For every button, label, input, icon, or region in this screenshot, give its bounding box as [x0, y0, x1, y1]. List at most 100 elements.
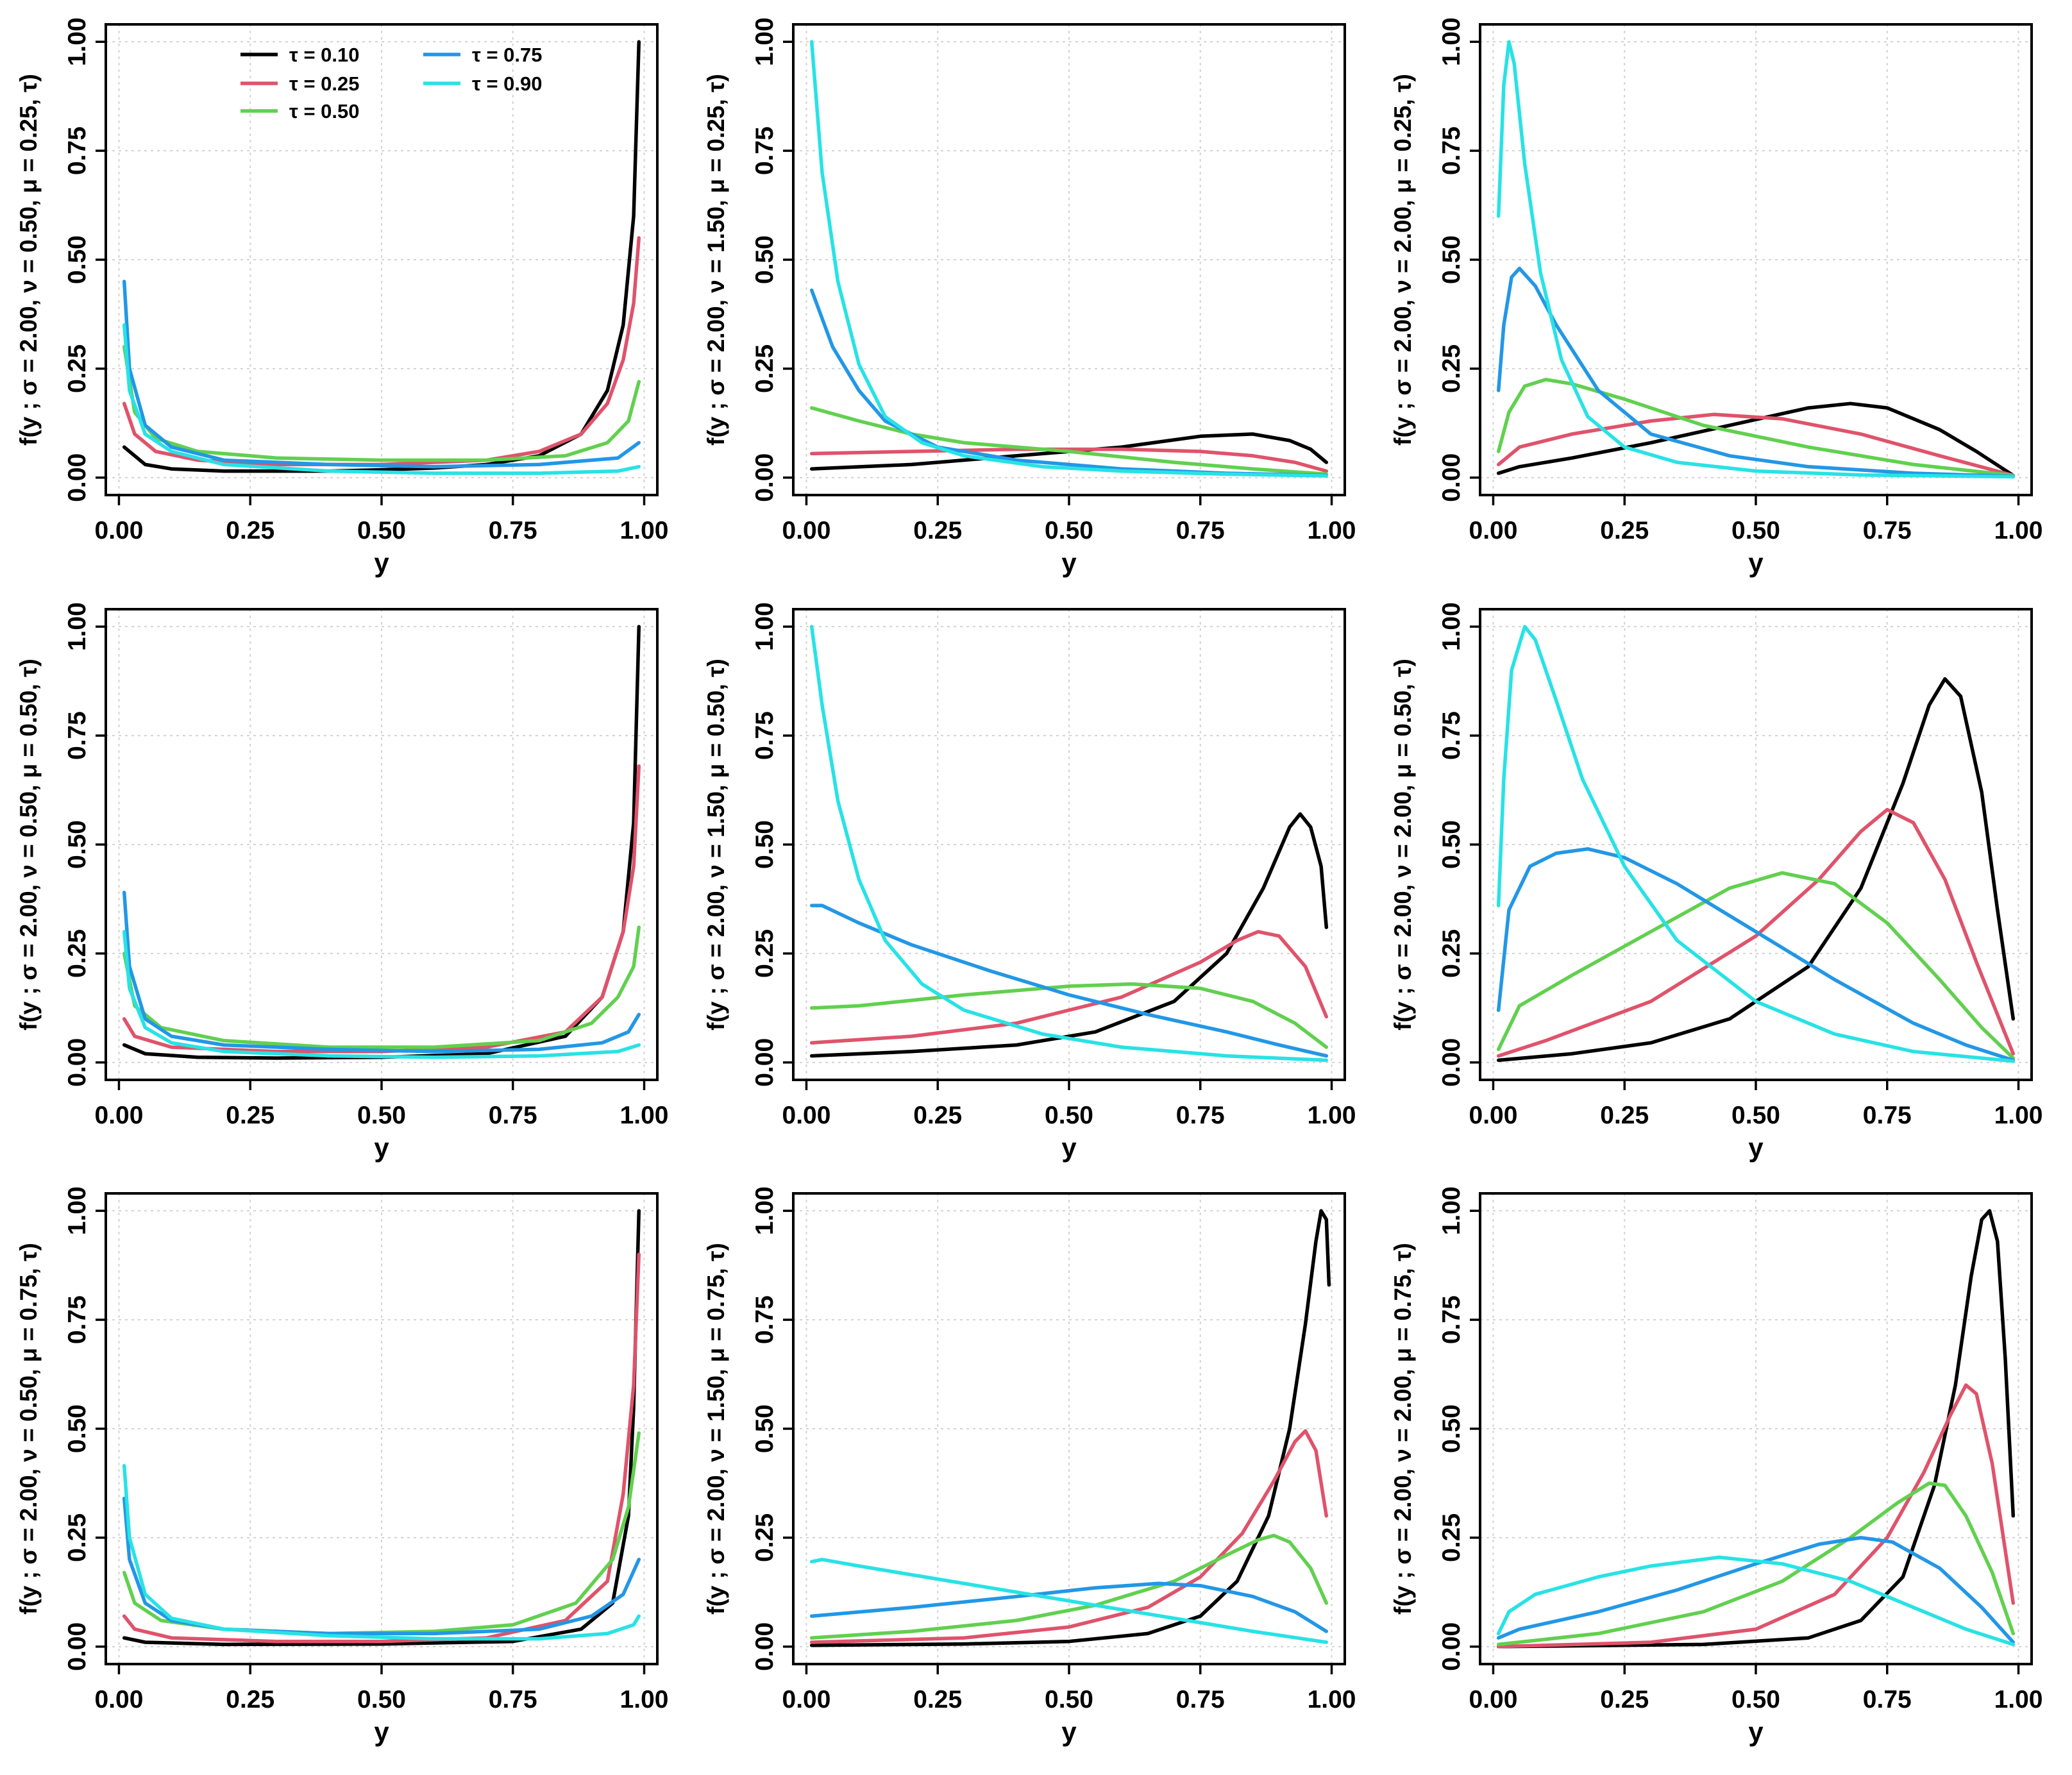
legend-entry: τ = 0.75 — [472, 44, 543, 66]
series-line-tau-0.50 — [1496, 871, 2016, 1060]
y-axis-label: f(y ; σ = 2.00, ν = 0.50, μ = 0.75, τ) — [15, 1243, 42, 1615]
series-line-tau-0.90 — [1496, 1555, 2016, 1647]
y-tick-label: 0.25 — [63, 1513, 91, 1562]
series-line-tau-0.10 — [809, 1209, 1331, 1647]
y-tick-label: 1.00 — [1438, 1186, 1465, 1235]
series-line-tau-0.90 — [1496, 625, 2016, 1063]
x-tick-label: 0.75 — [489, 517, 537, 544]
y-tick-label: 0.25 — [751, 929, 779, 978]
y-tick-label: 0.50 — [751, 235, 779, 284]
series-line-tau-0.10 — [1496, 677, 2016, 1063]
panel-1: 0.00 0.25 0.50 0.75 1.00 0.00 0.25 0.50 0.75 1.00… — [15, 17, 668, 578]
x-tick-label: 0.50 — [1731, 517, 1780, 544]
series-line-tau-0.10 — [809, 432, 1329, 471]
x-tick-label: 0.75 — [1176, 1686, 1225, 1713]
panel-4: 0.00 0.25 0.50 0.75 1.00 0.00 0.25 0.50 0.75 1.00… — [15, 602, 668, 1163]
x-tick-label: 1.00 — [1308, 1686, 1356, 1713]
x-tick-label: 0.75 — [1176, 1102, 1225, 1129]
y-tick-label: 1.00 — [1438, 602, 1465, 651]
series-line-tau-0.90 — [809, 1558, 1329, 1644]
y-tick-label: 0.50 — [1438, 1404, 1465, 1453]
x-tick-label: 0.25 — [913, 1102, 962, 1129]
y-tick-label: 0.25 — [63, 929, 91, 978]
y-tick-label: 0.00 — [751, 1622, 779, 1671]
y-tick-label: 0.75 — [63, 126, 91, 175]
y-tick-label: 0.00 — [1438, 1622, 1465, 1671]
y-axis-label: f(y ; σ = 2.00, ν = 2.00, μ = 0.25, τ) — [1390, 74, 1416, 446]
y-tick-label: 1.00 — [63, 602, 91, 651]
series-line-tau-0.50 — [122, 1431, 641, 1636]
x-tick-label: 1.00 — [1994, 1102, 2043, 1129]
y-tick-label: 1.00 — [751, 17, 779, 66]
series-line-tau-0.90 — [122, 1464, 641, 1641]
x-tick-label: 0.50 — [1045, 517, 1093, 544]
series-line-tau-0.10 — [1496, 1209, 2016, 1649]
x-tick-label: 0.25 — [226, 1686, 274, 1713]
y-tick-label: 1.00 — [63, 17, 91, 66]
x-tick-label: 0.00 — [782, 517, 831, 544]
x-tick-label: 0.75 — [1863, 1686, 1912, 1713]
x-tick-label: 1.00 — [620, 517, 669, 544]
y-tick-label: 0.25 — [751, 344, 779, 393]
x-tick-label: 0.50 — [357, 517, 406, 544]
y-tick-label: 0.00 — [63, 1038, 91, 1087]
y-tick-label: 0.75 — [751, 1295, 779, 1344]
y-tick-label: 0.75 — [1438, 711, 1465, 760]
x-tick-label: 0.25 — [1600, 1102, 1649, 1129]
x-tick-label: 0.00 — [1469, 1686, 1518, 1713]
y-tick-label: 0.75 — [63, 711, 91, 760]
legend-entry: τ = 0.10 — [289, 44, 360, 66]
series-line-tau-0.10 — [1496, 401, 2016, 478]
series-line-tau-0.10 — [809, 812, 1329, 1058]
series-line-tau-0.50 — [809, 982, 1329, 1049]
y-tick-label: 0.75 — [751, 711, 779, 760]
series-line-tau-0.50 — [1496, 1481, 2016, 1647]
x-tick-label: 1.00 — [1308, 517, 1356, 544]
series-line-tau-0.90 — [122, 323, 641, 475]
y-tick-label: 0.00 — [63, 1622, 91, 1671]
y-tick-label: 1.00 — [63, 1186, 91, 1235]
y-tick-label: 0.75 — [1438, 126, 1465, 175]
y-tick-label: 0.25 — [1438, 929, 1465, 978]
series-line-tau-0.75 — [809, 904, 1329, 1058]
y-tick-label: 0.75 — [1438, 1295, 1465, 1344]
y-tick-label: 1.00 — [1438, 17, 1465, 66]
panel-2: 0.00 0.25 0.50 0.75 1.00 0.00 0.25 0.50 0.75 1.00… — [703, 17, 1356, 578]
x-tick-label: 0.50 — [357, 1102, 406, 1129]
x-axis-label: y — [1061, 548, 1077, 578]
x-tick-label: 0.75 — [1176, 517, 1225, 544]
series-line-tau-0.25 — [809, 1429, 1329, 1644]
y-tick-label: 0.50 — [63, 235, 91, 284]
x-axis-label: y — [1061, 1132, 1077, 1163]
series-line-tau-0.75 — [809, 1581, 1329, 1633]
x-axis-label: y — [374, 1132, 389, 1163]
x-tick-label: 0.75 — [1863, 1102, 1912, 1129]
panel-5: 0.00 0.25 0.50 0.75 1.00 0.00 0.25 0.50 0.75 1.00… — [703, 602, 1356, 1163]
series-line-tau-0.10 — [122, 1209, 641, 1647]
y-axis-label: f(y ; σ = 2.00, ν = 0.50, μ = 0.25, τ) — [15, 74, 42, 446]
x-axis-label: y — [1748, 1717, 1764, 1747]
x-axis-label: y — [1748, 1132, 1764, 1163]
series-line-tau-0.25 — [1496, 412, 2016, 478]
panel-9: 0.00 0.25 0.50 0.75 1.00 0.00 0.25 0.50 0.75 1.00… — [1390, 1186, 2043, 1747]
y-tick-label: 0.00 — [1438, 1038, 1465, 1087]
panel-3: 0.00 0.25 0.50 0.75 1.00 0.00 0.25 0.50 0.75 1.00… — [1390, 17, 2043, 578]
x-tick-label: 0.00 — [1469, 517, 1518, 544]
x-tick-label: 0.00 — [95, 1102, 144, 1129]
legend-entry: τ = 0.50 — [289, 100, 360, 122]
x-tick-label: 0.25 — [226, 1102, 274, 1129]
series-line-tau-0.90 — [1496, 40, 2016, 479]
x-tick-label: 0.50 — [1045, 1686, 1093, 1713]
y-tick-label: 0.00 — [63, 453, 91, 502]
series-line-tau-0.75 — [122, 280, 641, 469]
legend: τ = 0.10 τ = 0.25 τ = 0.50 τ = 0.75 τ = 0.90 — [240, 44, 543, 122]
series-line-tau-0.75 — [1496, 847, 2016, 1063]
y-tick-label: 0.75 — [63, 1295, 91, 1344]
x-tick-label: 0.50 — [357, 1686, 406, 1713]
y-tick-label: 0.50 — [751, 820, 779, 869]
x-tick-label: 0.50 — [1731, 1686, 1780, 1713]
x-tick-label: 0.00 — [95, 517, 144, 544]
y-tick-label: 0.25 — [63, 344, 91, 393]
legend-entry: τ = 0.25 — [289, 72, 360, 95]
